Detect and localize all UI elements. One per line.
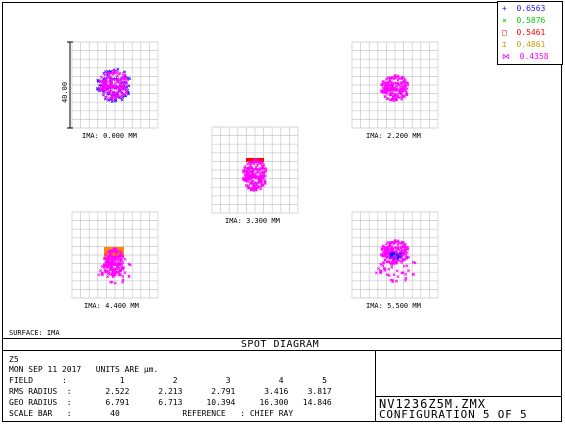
spot-field-4-magenta [102,247,125,278]
field-label-4: IMA: 4.400 MM [84,302,139,310]
legend-value: 0.4861 [516,40,546,49]
legend-row-2: × 0.5876 [502,16,545,25]
legend-symbol: ⋈ [502,52,510,61]
legend-symbol: ⌶ [502,40,507,49]
spot-field-3-magenta [241,158,268,193]
configuration-label: CONFIGURATION 5 OF 5 [379,408,528,421]
spot-field-5-halo [374,255,417,284]
panel-divider-title [2,350,562,351]
spot-field-2-magenta [379,74,410,103]
panel-divider-top [2,338,562,339]
legend-value: 0.5876 [516,16,546,25]
field-label-5: IMA: 5.500 MM [366,302,421,310]
spot-field-5-magenta [379,238,410,266]
spot-grid-3 [211,126,299,214]
field-label-1: IMA: 0.000 MM [82,132,137,140]
info-geo-row: GEO RADIUS : 6.791 6.713 10.394 16.300 1… [9,398,332,407]
info-line-2: MON SEP 11 2017 UNITS ARE µm. [9,365,159,374]
spot-grid-2 [351,41,439,129]
info-line-1: Z5 [9,355,19,364]
info-scale-row: SCALE BAR : 40 REFERENCE : CHIEF RAY [9,409,294,418]
info-rms-row: RMS RADIUS : 2.522 2.213 2.791 3.416 3.8… [9,387,332,396]
legend-value: 0.6563 [516,4,546,13]
panel-divider-file [375,396,562,397]
legend-symbol: + [502,4,507,13]
legend-value: 0.4358 [519,52,549,61]
legend-symbol: × [502,16,507,25]
field-label-2: IMA: 2.200 MM [366,132,421,140]
legend-row-1: + 0.6563 [502,4,545,13]
surface-label: SURFACE: IMA [9,329,60,337]
legend-row-5: ⋈ 0.4358 [502,52,549,61]
legend-symbol: □ [502,28,507,37]
legend-row-4: ⌶ 0.4861 [502,40,545,49]
spot-field-4-halo [97,257,132,285]
plot-frame [2,2,562,422]
legend-value: 0.5461 [516,28,546,37]
info-field-row: FIELD : 1 2 3 4 5 [9,376,327,385]
file-name: NV1236Z5M.ZMX [379,397,486,411]
panel-divider-vertical [375,350,376,422]
scale-bar-label: 40.00 [61,81,70,104]
field-label-3: IMA: 3.300 MM [225,217,280,225]
diagram-title: SPOT DIAGRAM [240,339,320,350]
spot-field-1-magenta [97,69,130,102]
legend-row-3: □ 0.5461 [502,28,545,37]
wavelength-legend: + 0.6563 × 0.5876 □ 0.5461 ⌶ 0.4861 ⋈ 0.… [497,1,563,65]
